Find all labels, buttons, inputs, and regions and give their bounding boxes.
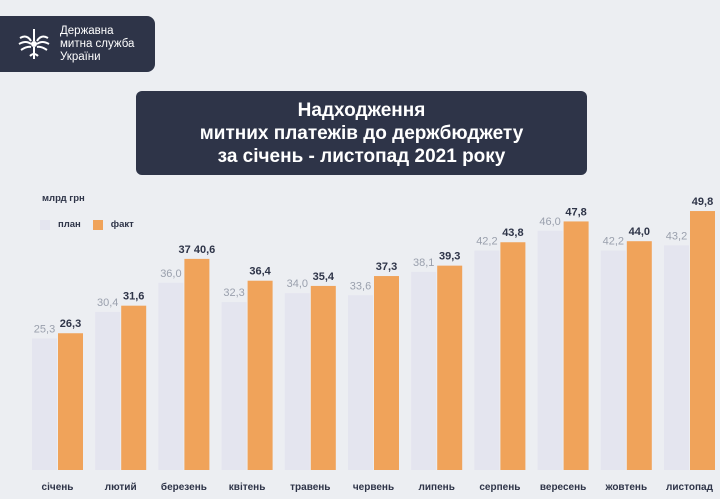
logo-line-3: України	[60, 50, 101, 63]
label-fact-0: 26,3	[60, 318, 81, 330]
bar-fact-9	[626, 241, 652, 470]
label-fact-1: 31,6	[123, 291, 144, 303]
bar-plan-3	[221, 302, 247, 470]
category-label-0: січень	[42, 482, 74, 493]
bar-plan-6	[411, 271, 437, 470]
label-plan-2: 36,0	[160, 268, 181, 280]
category-label-9: жовтень	[604, 482, 647, 493]
chart-title: Надходження митних платежів до держбюдже…	[136, 91, 587, 175]
bar-plan-4	[284, 293, 310, 470]
bar-plan-0	[32, 338, 57, 470]
label-fact-3: 36,4	[249, 266, 271, 278]
label-plan-10: 43,2	[666, 230, 687, 242]
bar-fact-8	[563, 221, 589, 470]
label-plan-3: 32,3	[223, 287, 244, 299]
bar-fact-1	[121, 305, 147, 470]
label-fact-4: 35,4	[313, 271, 335, 283]
legend-swatch-plan	[40, 219, 50, 230]
label-plan-6: 38,1	[413, 257, 434, 269]
label-fact-7: 43,8	[502, 227, 523, 239]
bar-plan-9	[600, 250, 626, 470]
title-line-1: Надходження	[297, 99, 426, 121]
legend: план факт	[40, 219, 146, 230]
bar-plan-1	[95, 311, 121, 470]
bar-plan-8	[537, 230, 563, 470]
legend-swatch-fact	[92, 219, 103, 230]
category-label-3: квітень	[229, 482, 266, 493]
bar-fact-0	[58, 333, 83, 470]
category-label-7: серпень	[479, 482, 520, 493]
label-fact-8: 47,8	[565, 206, 586, 218]
logo-line-1: Державна	[60, 24, 114, 37]
bar-fact-7	[500, 242, 526, 470]
bar-fact-5	[374, 276, 399, 470]
bar-fact-3	[247, 280, 273, 470]
logo-line-2: митна служба	[60, 37, 135, 50]
bar-fact-4	[310, 285, 336, 470]
label-fact-9: 44,0	[629, 226, 650, 238]
label-fact-6: 39,3	[439, 251, 460, 263]
customs-emblem-icon	[18, 29, 50, 59]
bar-plan-7	[474, 250, 500, 470]
bar-fact-2	[184, 258, 210, 470]
legend-item-plan: план	[40, 219, 81, 230]
category-label-4: травень	[290, 482, 330, 493]
category-label-6: липень	[419, 482, 455, 493]
label-plan-7: 42,2	[476, 236, 497, 248]
bar-plan-2	[158, 282, 184, 470]
bar-plan-5	[348, 295, 373, 470]
title-line-2: митних платежів до держбюджету	[199, 122, 524, 144]
label-fact-10: 49,8	[692, 196, 713, 208]
label-plan-9: 42,2	[603, 236, 624, 248]
label-plan-0: 25,3	[34, 323, 55, 335]
label-plan-8: 46,0	[539, 216, 560, 228]
legend-label-fact: факт	[110, 219, 134, 230]
category-label-2: березень	[161, 481, 207, 493]
bar-fact-10	[690, 211, 715, 471]
logo-card: Державна митна служба України	[0, 16, 155, 72]
category-label-1: лютий	[105, 482, 137, 493]
label-plan-5: 33,6	[350, 280, 371, 292]
legend-label-plan: план	[58, 219, 81, 230]
category-label-8: вересень	[540, 482, 586, 493]
bar-plan-10	[664, 245, 689, 470]
logo-text: Державна митна служба України	[60, 25, 134, 64]
y-axis-label: млрд грн	[42, 193, 85, 204]
label-fact-2: 37 40,6	[179, 244, 216, 256]
bar-fact-6	[437, 265, 463, 470]
label-fact-5: 37,3	[376, 261, 397, 273]
category-label-10: листопад	[666, 482, 714, 493]
legend-item-fact: факт	[92, 219, 134, 230]
category-label-5: червень	[353, 482, 394, 493]
label-plan-1: 30,4	[97, 297, 118, 309]
label-plan-4: 34,0	[287, 278, 308, 290]
title-line-3: за січень - листопад 2021 року	[217, 145, 506, 167]
